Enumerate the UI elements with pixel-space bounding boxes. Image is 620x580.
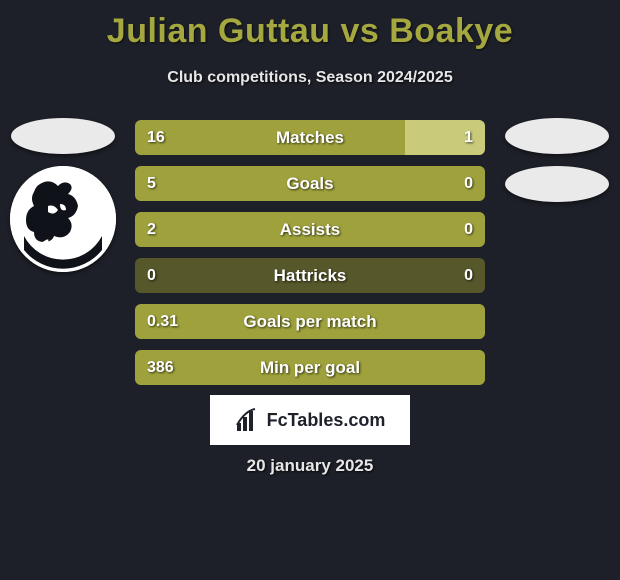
stat-bar-left-fill [135,166,485,201]
club-logo-left: 1860 [10,166,116,272]
stat-bar-right-fill [310,258,485,293]
player-photo-placeholder-right-1 [505,118,609,154]
footer-brand-box: FcTables.com [210,395,410,445]
stat-bar: 0.31Goals per match [135,304,485,339]
right-player-column [502,118,612,202]
stat-value-left: 0.31 [147,313,178,331]
stat-value-left: 2 [147,221,156,239]
stat-bar-left-fill [135,212,485,247]
stat-value-right: 0 [464,175,473,193]
comparison-bars: 161Matches50Goals20Assists00Hattricks0.3… [135,120,485,385]
stat-value-left: 16 [147,129,165,147]
stat-value-right: 1 [464,129,473,147]
stat-bar-left-fill [135,304,485,339]
stat-value-right: 0 [464,221,473,239]
stat-bar-left-fill [135,120,405,155]
stat-bar-left-fill [135,350,485,385]
stat-value-left: 386 [147,359,174,377]
stat-bar-left-fill [135,258,310,293]
player-photo-placeholder-right-2 [505,166,609,202]
stat-bar: 161Matches [135,120,485,155]
stat-bar: 50Goals [135,166,485,201]
stat-value-left: 5 [147,175,156,193]
fctables-icon [235,407,261,433]
stat-bar: 20Assists [135,212,485,247]
page-subtitle: Club competitions, Season 2024/2025 [0,69,620,87]
stat-bar: 00Hattricks [135,258,485,293]
left-player-column: 1860 [8,118,118,272]
page-title: Julian Guttau vs Boakye [0,0,620,51]
stat-bar: 386Min per goal [135,350,485,385]
stat-value-right: 0 [464,267,473,285]
club-year: 1860 [41,234,85,259]
stat-value-left: 0 [147,267,156,285]
player-photo-placeholder-left [11,118,115,154]
footer-date: 20 january 2025 [0,456,620,476]
footer-brand-text: FcTables.com [267,410,386,431]
